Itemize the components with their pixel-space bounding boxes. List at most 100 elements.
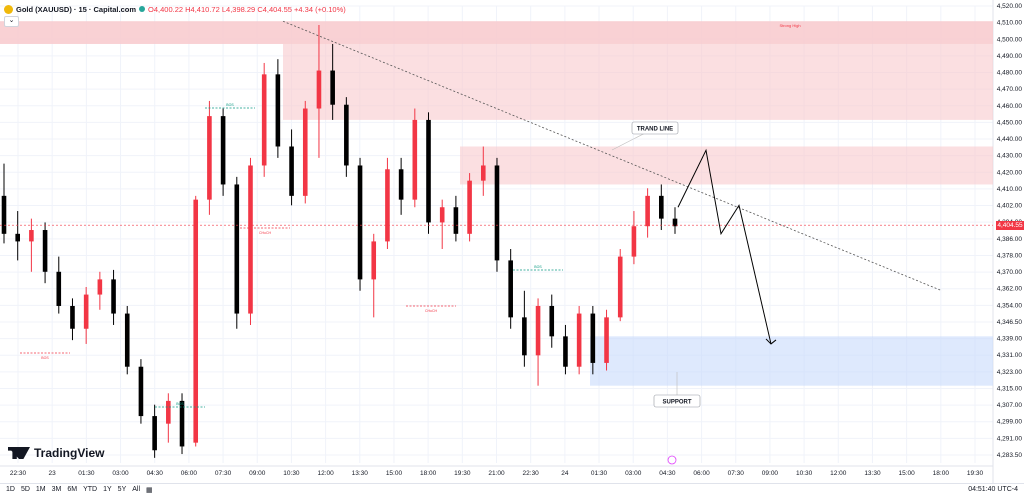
y-tick-label: 4,315.00 — [997, 385, 1023, 392]
x-tick-label: 12:00 — [830, 470, 847, 477]
structure-marker: BOS — [226, 103, 234, 107]
candle-body — [467, 180, 472, 234]
price-chart[interactable]: 4,520.00 4,510.00 4,500.00 4,490.00 4,480.00… — [0, 0, 1024, 483]
clock-readout[interactable]: 04:51:40 UTC-4 — [968, 486, 1018, 493]
candle-body — [631, 226, 637, 257]
zone-label: Strong High — [779, 23, 800, 28]
candle-body — [617, 256, 623, 318]
y-tick-label: 4,460.00 — [997, 103, 1023, 110]
chart-legend: Gold (XAUUSD) · 15 · Capital.com O4,400.… — [4, 2, 346, 16]
range-5d[interactable]: 5D — [20, 486, 30, 493]
range-1y[interactable]: 1Y — [103, 486, 112, 493]
candle-body — [42, 230, 48, 272]
y-tick-label: 4,346.50 — [997, 319, 1023, 326]
x-tick-label: 06:00 — [693, 470, 710, 477]
range-1d[interactable]: 1D — [6, 486, 15, 493]
candle-body — [508, 260, 513, 318]
y-tick-label: 4,323.00 — [997, 369, 1023, 376]
candle-body — [371, 241, 377, 280]
arrow-head-icon — [765, 338, 777, 345]
trendline-label: TRAND LINE — [637, 127, 673, 133]
range-ytd[interactable]: YTD — [83, 486, 98, 493]
trend-line — [282, 20, 943, 292]
candle-body — [83, 294, 89, 329]
y-tick-label: 4,354.00 — [997, 302, 1023, 309]
range-3m[interactable]: 3M — [51, 486, 62, 493]
candle-body — [494, 165, 500, 261]
gold-logo-icon — [4, 4, 13, 14]
ohlc-open: O4,400.22 — [148, 4, 184, 14]
x-tick-label: 21:00 — [488, 470, 505, 477]
x-tick-label: 24 — [561, 470, 569, 477]
price-zone — [590, 336, 993, 386]
candle-body — [357, 165, 363, 280]
candle-body — [590, 313, 596, 363]
candle-body — [604, 317, 609, 363]
x-tick-label: 10:30 — [796, 470, 813, 477]
candle-body — [659, 195, 664, 219]
x-tick-label: 22:30 — [10, 470, 27, 477]
x-tick-label: 09:00 — [762, 470, 779, 477]
candle-body — [207, 116, 212, 200]
candle-body — [1, 195, 7, 234]
support-label: SUPPORT — [662, 400, 691, 406]
y-tick-label: 4,291.00 — [997, 435, 1023, 442]
y-tick-label: 4,410.00 — [997, 186, 1023, 193]
candle-body — [124, 313, 130, 367]
candle-body — [15, 233, 20, 242]
y-tick-label: 4,370.00 — [997, 269, 1023, 276]
candle-body — [316, 70, 322, 109]
projection-path — [677, 148, 772, 345]
candle-body — [220, 116, 226, 185]
event-icon — [667, 455, 677, 465]
x-tick-label: 15:00 — [899, 470, 916, 477]
structure-marker: CHoCH — [425, 309, 438, 313]
x-tick-label: 15:00 — [386, 470, 403, 477]
symbol-title[interactable]: Gold (XAUUSD) · 15 · Capital.com — [16, 4, 137, 14]
candle-body — [234, 184, 240, 314]
x-tick-label: 06:00 — [181, 470, 198, 477]
x-tick-label: 10:30 — [283, 470, 300, 477]
tradingview-logo[interactable]: TradingView — [8, 446, 104, 460]
tradingview-brand: TradingView — [34, 446, 105, 460]
structure-marker: BOS — [534, 265, 542, 269]
y-tick-label: 4,307.00 — [997, 402, 1023, 409]
candle-body — [453, 207, 459, 234]
y-tick-label: 4,283.50 — [997, 452, 1023, 459]
candle-body — [97, 279, 103, 295]
range-1m[interactable]: 1M — [35, 486, 46, 493]
structure-marker: BOS — [41, 356, 49, 360]
calendar-icon[interactable]: ▦ — [146, 486, 153, 494]
x-tick-label: 03:00 — [625, 470, 642, 477]
x-tick-label: 22:30 — [523, 470, 540, 477]
collapse-legend-button[interactable]: ⌄ — [4, 16, 19, 27]
trendline-label-box — [631, 121, 679, 135]
candle-body — [166, 400, 171, 424]
range-5y[interactable]: 5Y — [117, 486, 127, 493]
x-tick-label: 07:30 — [215, 470, 232, 477]
candle-body — [289, 146, 294, 196]
candle-body — [535, 305, 541, 356]
candle-body — [302, 108, 308, 196]
candle-body — [330, 70, 335, 105]
support-label-box — [653, 394, 701, 408]
ohlc-close: C4,404.55 — [257, 4, 292, 14]
tradingview-mark-icon — [8, 447, 30, 459]
y-tick-label: 4,480.00 — [997, 70, 1023, 77]
range-6m[interactable]: 6M — [67, 486, 78, 493]
candle-body — [385, 169, 390, 242]
x-tick-label: 09:00 — [249, 470, 266, 477]
x-tick-label: 07:30 — [728, 470, 745, 477]
y-tick-label: 4,299.00 — [997, 419, 1023, 426]
y-tick-label: 4,402.00 — [997, 203, 1023, 210]
candle-body — [549, 305, 555, 337]
y-tick-label: 4,378.00 — [997, 252, 1023, 259]
x-tick-label: 12:00 — [317, 470, 334, 477]
price-zone — [460, 146, 993, 185]
range-all[interactable]: All — [132, 486, 141, 493]
candle-body — [480, 165, 486, 181]
candle-body — [563, 336, 568, 367]
y-tick-label: 4,362.00 — [997, 286, 1023, 293]
y-tick-label: 4,450.00 — [997, 119, 1023, 126]
candle-body — [412, 119, 418, 200]
